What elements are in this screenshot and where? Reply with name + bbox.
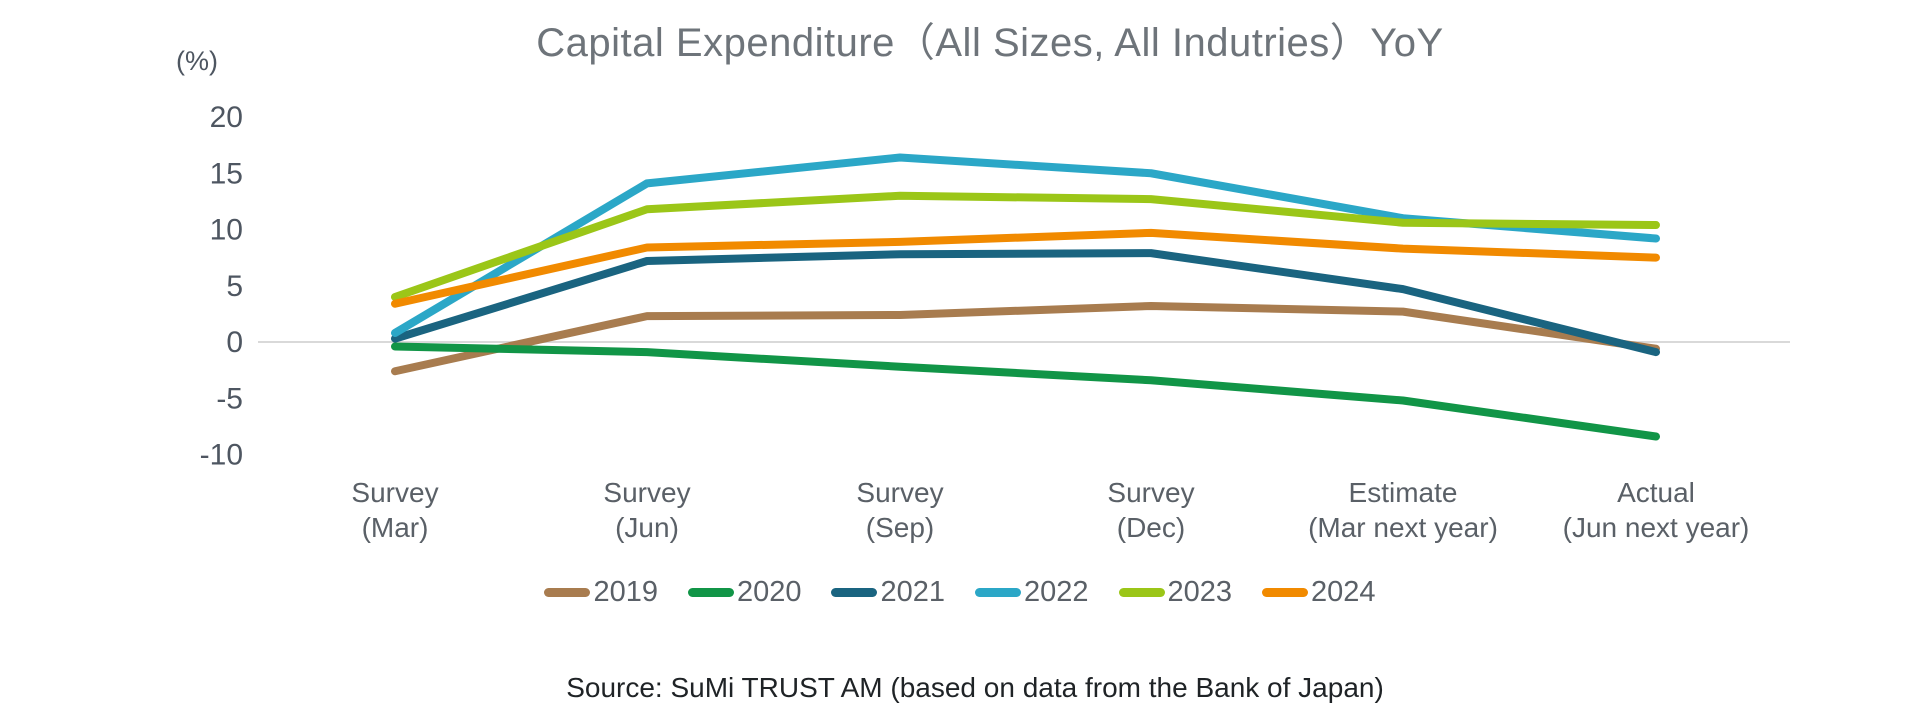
legend-swatch-2023	[1118, 588, 1165, 597]
x-axis-label: Actual	[1617, 477, 1695, 508]
x-axis-label: Survey	[856, 477, 943, 508]
legend-swatch-2021	[831, 588, 878, 597]
series-line-2024	[391, 228, 1660, 308]
x-axis-label: Survey	[351, 477, 438, 508]
legend-item-2021: 2021	[831, 576, 945, 609]
x-axis-label: (Mar)	[362, 512, 429, 543]
y-axis-unit-label: (%)	[176, 46, 218, 76]
y-tick-label: 10	[210, 214, 243, 247]
legend-swatch-2020	[687, 588, 734, 597]
y-tick-label: -10	[200, 439, 243, 472]
legend-label: 2022	[1024, 576, 1089, 608]
legend-item-2023: 2023	[1118, 576, 1233, 609]
series-line-2023	[391, 191, 1660, 301]
x-axis-label: (Jun)	[615, 512, 679, 543]
series-line-2019	[391, 302, 1660, 376]
legend-item-2020: 2020	[687, 576, 802, 609]
legend-label: 2023	[1167, 576, 1233, 608]
y-tick-label: 20	[210, 101, 243, 134]
legend-swatch-2022	[975, 588, 1021, 597]
y-tick-label: -5	[216, 382, 243, 415]
legend-label: 2024	[1311, 576, 1376, 608]
y-tick-label: 5	[226, 270, 243, 303]
legend-label: 2019	[593, 576, 658, 608]
x-axis-label: (Sep)	[866, 512, 934, 543]
legend-swatch-2019	[544, 588, 591, 597]
y-tick-label: 15	[210, 157, 243, 190]
y-tick-label: 0	[226, 326, 243, 359]
series-line-2020	[391, 342, 1660, 441]
x-axis-label: Estimate	[1349, 477, 1458, 508]
x-axis-label: (Dec)	[1117, 512, 1185, 543]
x-axis-label: (Jun next year)	[1563, 512, 1750, 543]
chart-title: Capital Expenditure（All Sizes, All Indut…	[536, 21, 1444, 65]
legend-swatch-2024	[1262, 588, 1309, 597]
legend-item-2022: 2022	[975, 576, 1089, 609]
series-line-2021	[391, 249, 1660, 357]
legend-item-2019: 2019	[544, 576, 658, 609]
legend-item-2024: 2024	[1262, 576, 1376, 609]
x-axis-label: Survey	[603, 477, 690, 508]
source-note: Source: SuMi TRUST AM (based on data fro…	[566, 672, 1384, 703]
x-axis-label: (Mar next year)	[1308, 512, 1498, 543]
legend-label: 2021	[880, 576, 945, 608]
chart-legend: 2019 2020 2021 2022 2023 2024	[0, 576, 1920, 609]
x-axis-label: Survey	[1107, 477, 1194, 508]
legend-label: 2020	[736, 576, 802, 608]
